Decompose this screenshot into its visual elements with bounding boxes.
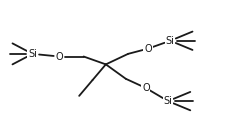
- Text: Si: Si: [28, 49, 37, 59]
- Text: Si: Si: [166, 36, 175, 46]
- Text: Si: Si: [164, 96, 173, 106]
- Text: O: O: [142, 83, 150, 93]
- Text: O: O: [144, 44, 152, 54]
- Text: O: O: [55, 51, 63, 62]
